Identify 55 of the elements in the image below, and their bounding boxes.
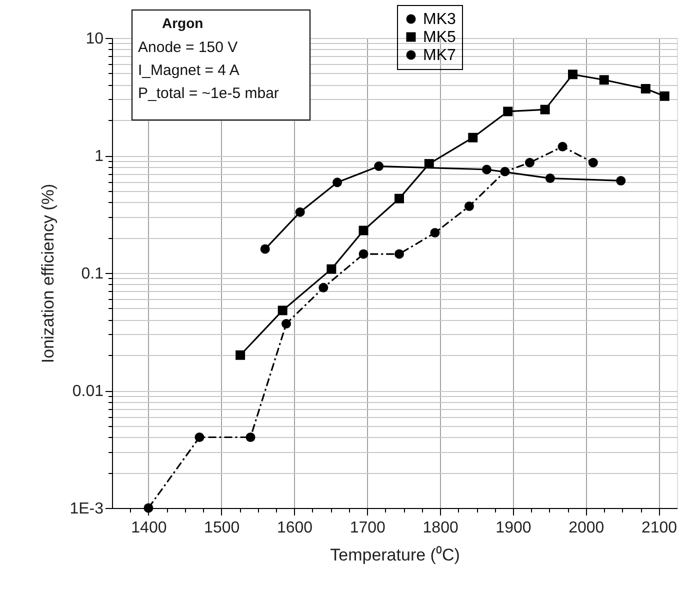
point	[558, 142, 568, 152]
point	[278, 306, 288, 316]
point	[482, 164, 492, 174]
point	[640, 84, 650, 94]
point	[545, 174, 555, 184]
point	[468, 132, 478, 142]
x-tick-label: 1800	[422, 520, 458, 536]
point	[430, 228, 440, 238]
x-tick-label: 1400	[131, 520, 167, 536]
point	[599, 75, 609, 85]
x-axis-title: Temperature (⁰C)	[330, 546, 460, 564]
y-tick-label: 10	[86, 30, 104, 48]
point	[295, 207, 305, 217]
point	[394, 249, 404, 259]
y-tick-label: 1	[94, 148, 104, 165]
x-tick-label: 1500	[204, 520, 240, 536]
point	[374, 162, 384, 171]
point	[358, 249, 368, 259]
annotation: I_Magnet = 4 A	[138, 62, 240, 79]
point	[660, 91, 670, 101]
point	[540, 104, 550, 114]
point	[236, 350, 246, 360]
point	[394, 194, 404, 204]
x-tick-label: 1900	[496, 520, 532, 536]
point	[194, 432, 204, 442]
annotation: P_total = ~1e-5 mbar	[138, 85, 279, 102]
x-tick-label: 2000	[568, 520, 604, 536]
point	[326, 264, 336, 274]
point	[246, 432, 256, 442]
legend-label: MK7	[423, 47, 456, 64]
point	[260, 244, 270, 254]
point	[500, 166, 510, 176]
y-axis-title: Ionization efficiency (%)	[38, 184, 58, 364]
point	[358, 226, 368, 236]
point	[424, 159, 434, 169]
annotation: Anode = 150 V	[138, 39, 238, 56]
point	[464, 202, 474, 211]
point	[503, 106, 513, 116]
point	[281, 319, 291, 328]
x-tick-label: 1700	[350, 520, 386, 536]
y-tick-label: 0.01	[72, 383, 104, 400]
legend-label: MK3	[423, 11, 456, 28]
point	[144, 503, 154, 513]
point	[588, 158, 598, 168]
x-tick-label: 2100	[641, 520, 678, 536]
point	[524, 158, 534, 168]
point	[616, 176, 626, 186]
x-tick-label: 1600	[276, 520, 313, 536]
point	[332, 178, 342, 188]
y-tick-label: 0.1	[81, 266, 104, 282]
legend-label: MK5	[423, 29, 456, 46]
text: Argon	[162, 15, 204, 31]
point	[318, 282, 328, 292]
y-tick-label: 1E-3	[70, 500, 104, 518]
point	[568, 70, 578, 80]
